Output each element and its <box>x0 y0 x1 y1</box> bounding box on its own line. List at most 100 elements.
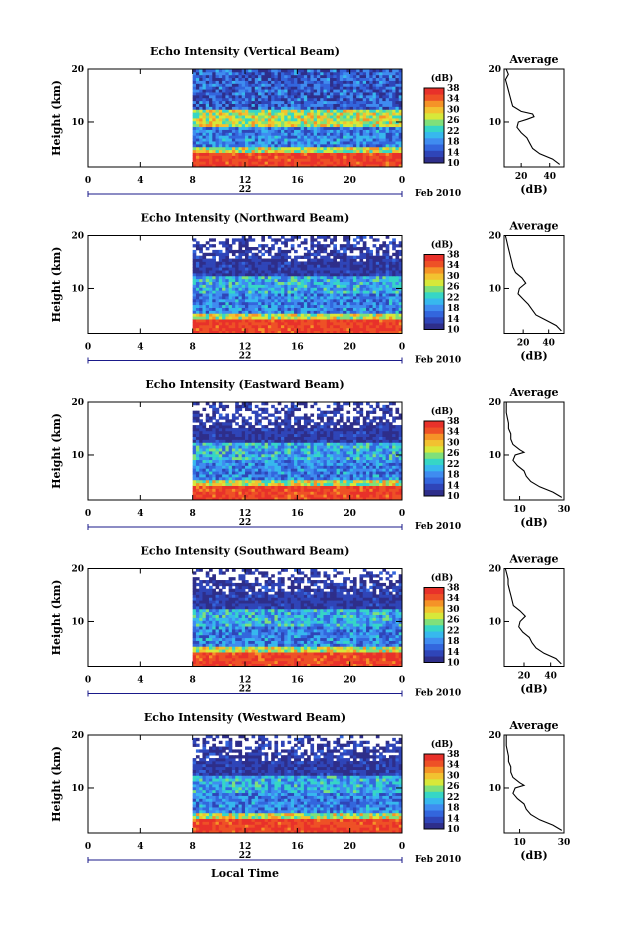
heatmap-cell <box>372 97 377 102</box>
heatmap-cell <box>235 327 239 332</box>
heatmap-cell <box>369 284 373 288</box>
heatmap-cell <box>369 310 373 314</box>
heatmap-cell <box>225 129 230 133</box>
heatmap-cell <box>316 321 321 326</box>
heatmap-cell <box>245 482 249 486</box>
heatmap-cell <box>366 86 370 90</box>
heatmap-cell <box>366 278 370 283</box>
heatmap-cell <box>274 123 279 128</box>
heatmap-cell <box>349 135 354 139</box>
heatmap-cell <box>209 89 213 93</box>
heatmap-cell <box>225 485 230 489</box>
heatmap-cell <box>310 143 315 148</box>
heatmap-cell <box>218 307 223 311</box>
heatmap-cell <box>277 321 282 326</box>
heatmap-cell <box>195 319 200 323</box>
heatmap-cell <box>382 109 387 113</box>
heatmap-cell <box>245 69 249 73</box>
heatmap-cell <box>274 290 279 294</box>
heatmap-cell <box>316 126 321 130</box>
heatmap-cell <box>284 103 288 107</box>
heatmap-cell <box>395 319 400 323</box>
heatmap-cell <box>356 272 360 277</box>
heatmap-cell <box>356 100 360 104</box>
heatmap-cell <box>290 74 295 79</box>
heatmap-cell <box>258 155 262 159</box>
heatmap-cell <box>205 155 210 159</box>
heatmap-cell <box>277 164 282 168</box>
heatmap-cell <box>313 109 318 113</box>
heatmap-cell <box>254 465 259 469</box>
heatmap-cell <box>235 261 239 265</box>
heatmap-cell <box>274 316 279 320</box>
heatmap-cell <box>379 80 383 84</box>
heatmap-cell <box>280 115 285 119</box>
heatmap-cell <box>336 267 341 271</box>
colorbar-tick-label: 18 <box>447 304 460 314</box>
heatmap-cell <box>366 135 370 139</box>
heatmap-cell <box>222 155 226 159</box>
heatmap-cell <box>379 143 383 148</box>
heatmap-cell <box>330 471 334 475</box>
heatmap-cell <box>245 71 249 76</box>
heatmap-cell <box>274 319 279 323</box>
heatmap-cell <box>395 321 400 326</box>
heatmap-cell <box>228 485 233 489</box>
heatmap-cell <box>199 488 203 492</box>
heatmap-cell <box>307 126 311 130</box>
heatmap-cell <box>277 141 282 145</box>
heatmap-cell <box>215 264 220 268</box>
heatmap-cell <box>362 123 367 128</box>
heatmap-cell <box>202 267 207 271</box>
heatmap-cell <box>238 152 243 156</box>
heatmap-cell <box>297 244 301 248</box>
heatmap-cell <box>372 69 377 73</box>
heatmap-cell <box>212 275 216 280</box>
heatmap-cell <box>313 97 318 102</box>
heatmap-cell <box>205 247 210 251</box>
heatmap-cell <box>212 267 216 271</box>
heatmap-cell <box>199 161 203 165</box>
heatmap-cell <box>382 324 387 329</box>
heatmap-cell <box>294 264 298 268</box>
heatmap-cell <box>248 97 252 102</box>
heatmap-cell <box>264 264 269 268</box>
heatmap-cell <box>339 132 344 136</box>
heatmap-cell <box>205 109 210 113</box>
heatmap-cell <box>254 258 259 262</box>
heatmap-cell <box>372 164 377 168</box>
heatmap-cell <box>290 118 295 122</box>
heatmap-cell <box>359 143 364 148</box>
heatmap-cell <box>241 238 246 242</box>
chart-panel-2: Echo Intensity (Eastward Beam)Height (km… <box>50 378 570 532</box>
heatmap-cell <box>267 278 272 283</box>
heatmap-cell <box>280 482 285 486</box>
heatmap-cell <box>209 135 213 139</box>
heatmap-cell <box>385 293 390 297</box>
heatmap-cell <box>398 118 403 122</box>
heatmap-cell <box>388 241 393 245</box>
heatmap-cell <box>339 474 344 478</box>
heatmap-cell <box>398 316 403 320</box>
heatmap-cell <box>248 109 252 113</box>
heatmap-cell <box>323 290 328 294</box>
heatmap-cell <box>300 278 305 283</box>
heatmap-cell <box>303 129 308 133</box>
heatmap-cell <box>326 155 331 159</box>
heatmap-cell <box>238 97 243 102</box>
heatmap-cell <box>297 92 301 96</box>
heatmap-cell <box>297 106 301 110</box>
heatmap-cell <box>264 146 269 151</box>
heatmap-cell <box>326 278 331 283</box>
heatmap-cell <box>333 92 337 96</box>
heatmap-cell <box>316 474 321 478</box>
heatmap-cell <box>245 296 249 300</box>
heatmap-cell <box>215 471 220 475</box>
heatmap-cell <box>398 115 403 119</box>
heatmap-cell <box>339 97 344 102</box>
heatmap-cell <box>294 324 298 329</box>
heatmap-cell <box>261 287 266 291</box>
heatmap-cell <box>254 270 259 274</box>
heatmap-cell <box>199 149 203 153</box>
heatmap-cell <box>372 327 377 332</box>
